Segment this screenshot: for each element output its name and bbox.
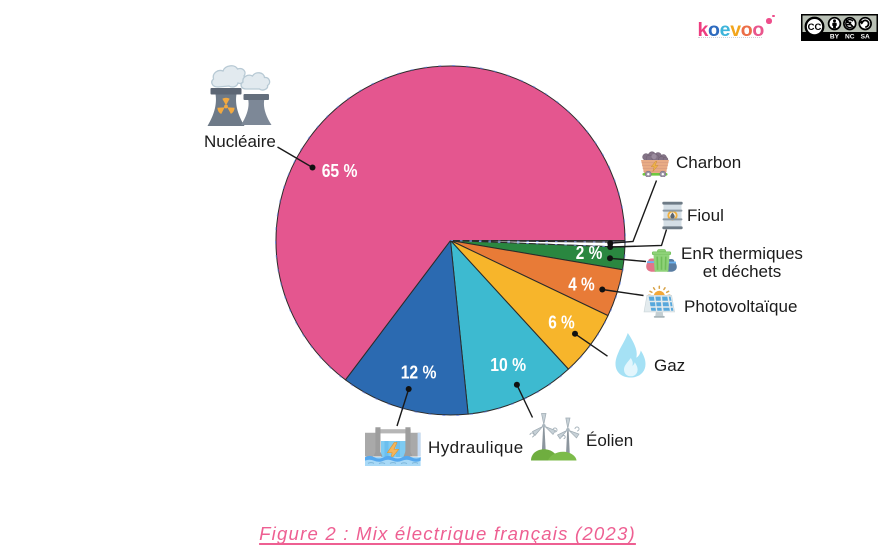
svg-text:CC: CC: [808, 22, 822, 33]
svg-text:12 %: 12 %: [401, 361, 437, 382]
svg-text:2 %: 2 %: [576, 242, 603, 263]
svg-text:65 %: 65 %: [322, 160, 358, 181]
svg-text:4 %: 4 %: [568, 274, 595, 295]
svg-text:SA: SA: [861, 34, 870, 41]
svg-text:6 %: 6 %: [548, 312, 575, 333]
svg-text:NC: NC: [845, 34, 855, 41]
svg-text:BY: BY: [830, 34, 840, 41]
svg-text:10 %: 10 %: [490, 354, 526, 375]
